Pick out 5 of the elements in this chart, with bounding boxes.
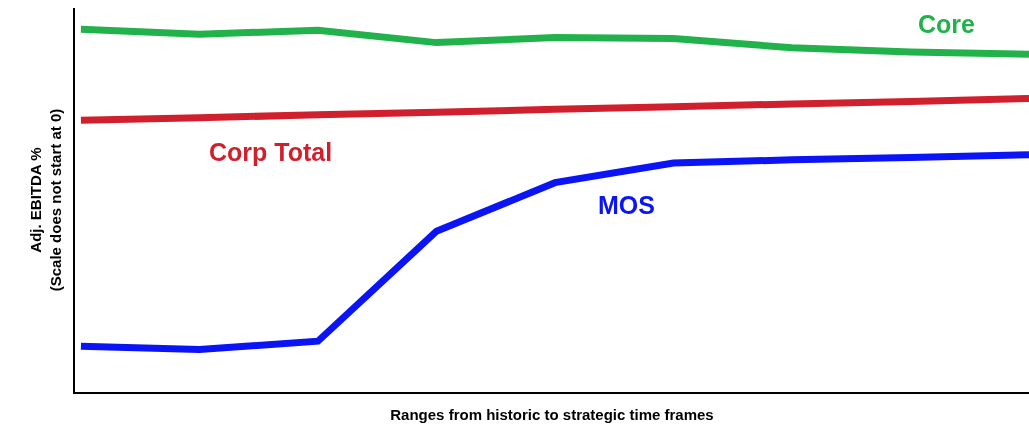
series-label: Core	[918, 10, 976, 38]
y-axis-title: Adj. EBITDA % (Scale does not start at 0)	[27, 108, 64, 292]
series-label: Corp Total	[209, 138, 333, 166]
series-label: MOS	[598, 191, 655, 219]
x-axis-title: Ranges from historic to strategic time frames	[390, 405, 714, 423]
